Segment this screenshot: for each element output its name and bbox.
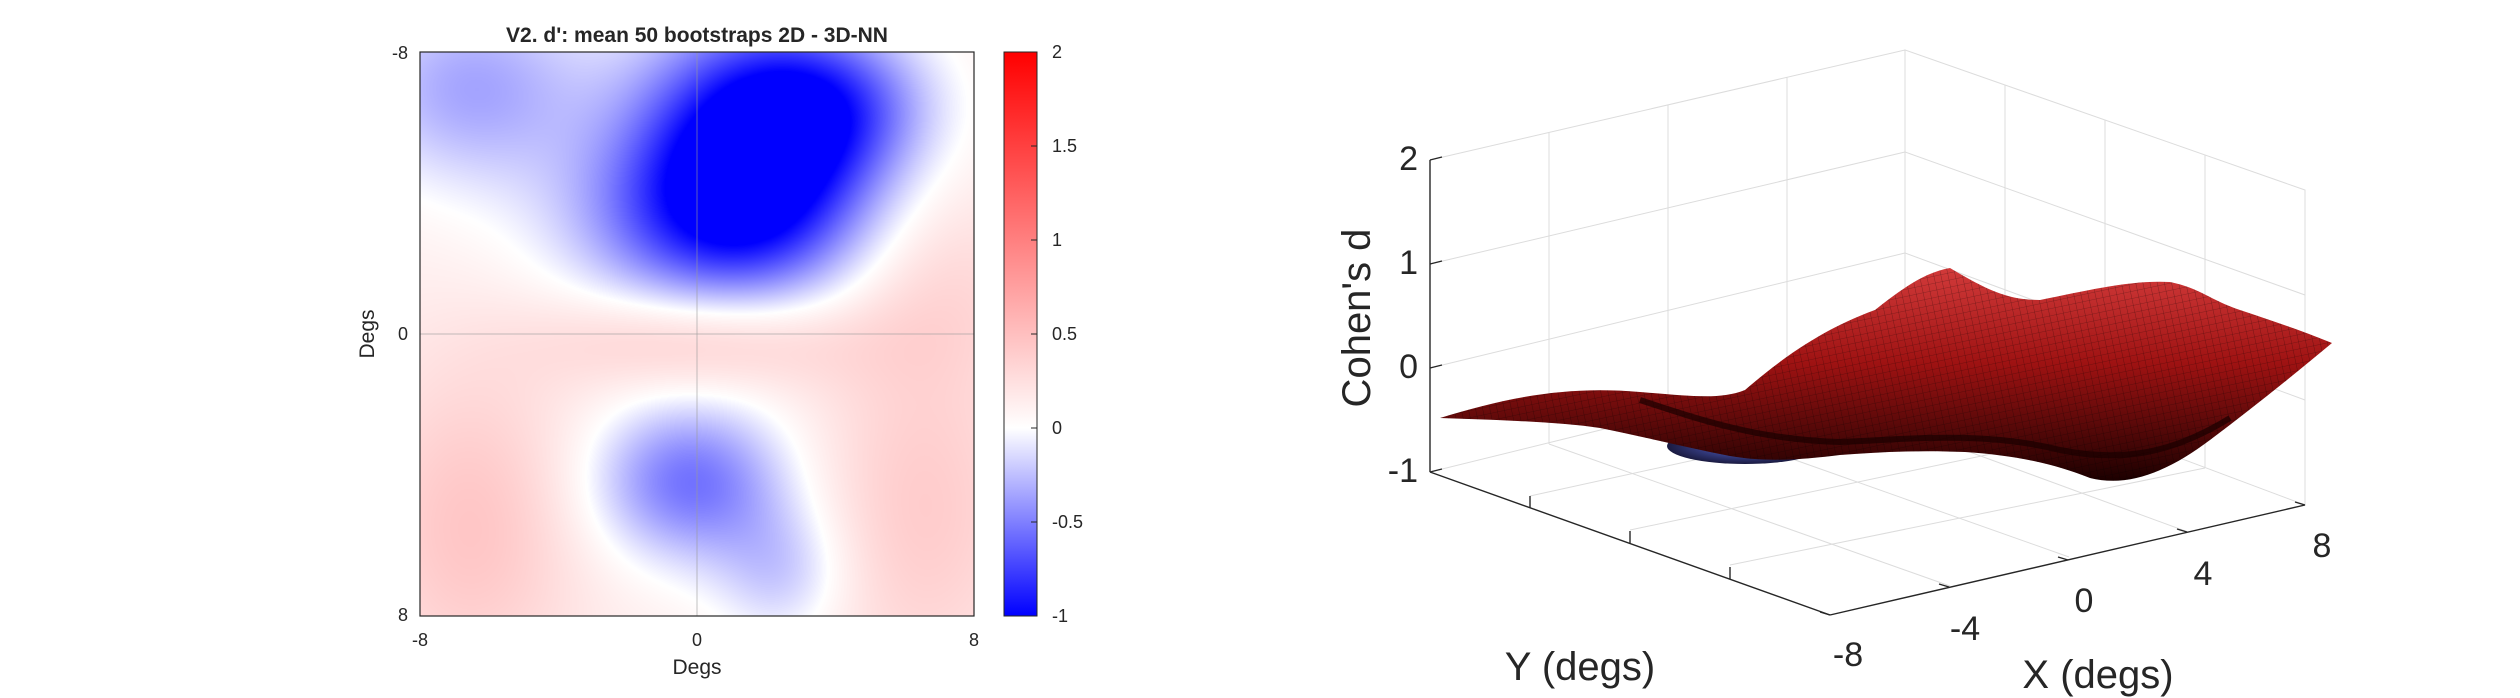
colorbar-tick-label: 1.5 bbox=[1052, 136, 1077, 156]
heatmap-frame bbox=[419, 51, 975, 617]
surface-x-label: X (degs) bbox=[2022, 653, 2173, 697]
heatmap-title: V2. d': mean 50 bootstraps 2D - 3D-NN bbox=[506, 24, 888, 47]
surface-z-tick: 2 bbox=[1399, 140, 1418, 178]
heatmap-x-tick: 8 bbox=[969, 630, 979, 650]
surface-x-tick: 8 bbox=[2313, 527, 2332, 565]
surface-z-tick: 1 bbox=[1399, 244, 1418, 282]
heatmap-y-tick: 0 bbox=[398, 324, 408, 344]
surface-z-tick: 0 bbox=[1399, 348, 1418, 386]
surface-x-tick: -8 bbox=[1833, 636, 1863, 674]
colorbar-tick-label: 2 bbox=[1052, 42, 1062, 62]
colorbar-tick-label: 0.5 bbox=[1052, 324, 1077, 344]
heatmap-y-tick: -8 bbox=[392, 43, 408, 63]
heatmap-y-tick: 8 bbox=[398, 605, 408, 625]
colorbar-tick-label: 0 bbox=[1052, 418, 1062, 438]
surface-chart: 2 1 0 -1 -8 -4 0 4 8 Cohen's d Y (degs) … bbox=[1335, 49, 2332, 697]
heatmap-x-label: Degs bbox=[672, 656, 721, 679]
colorbar-ticks: 2 1.5 1 0.5 0 -0.5 -1 bbox=[1031, 42, 1083, 626]
surface-z-label: Cohen's d bbox=[1335, 229, 1379, 408]
surface-mesh-lines bbox=[1440, 268, 2332, 481]
colorbar-tick-label: 1 bbox=[1052, 230, 1062, 250]
heatmap-x-tick: 0 bbox=[692, 630, 702, 650]
heatmap-chart: V2. d': mean 50 bootstraps 2D - 3D-NN -8… bbox=[356, 24, 1083, 679]
colorbar-tick-label: -0.5 bbox=[1052, 512, 1083, 532]
surface-fold bbox=[1639, 397, 2232, 459]
surface-z-tick: -1 bbox=[1388, 452, 1418, 490]
surface-x-tick: -4 bbox=[1950, 610, 1980, 648]
surface-axes bbox=[1429, 156, 2306, 616]
colorbar-tick-label: -1 bbox=[1052, 606, 1068, 626]
heatmap-x-tick: -8 bbox=[412, 630, 428, 650]
surface-x-tick: 4 bbox=[2194, 555, 2213, 593]
surface-x-tick: 0 bbox=[2075, 582, 2094, 620]
heatmap-y-label: Degs bbox=[356, 309, 379, 358]
surface-y-label: Y (degs) bbox=[1505, 645, 1655, 689]
